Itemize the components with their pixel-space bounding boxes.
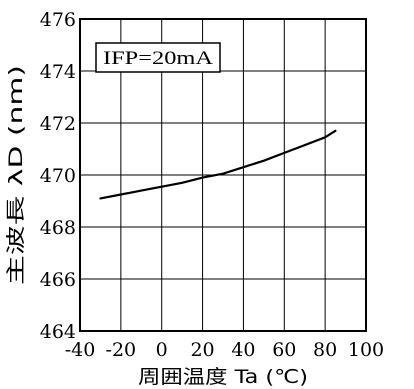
series-line — [99, 129, 337, 200]
annotation-frame — [95, 42, 221, 73]
series-group — [99, 129, 337, 200]
x-tick-label: 80 — [313, 339, 337, 361]
y-tick-label: 474 — [40, 61, 76, 83]
x-tick-label: 20 — [190, 339, 214, 361]
y-axis-title: 主波長 λD (nm) — [5, 65, 27, 285]
y-tick-label: 470 — [40, 165, 76, 187]
x-tick-label: -40 — [65, 339, 96, 361]
x-tick-label: 60 — [272, 339, 296, 361]
x-tick-label: 100 — [348, 339, 384, 361]
y-tick-label: 476 — [40, 9, 76, 31]
plot-frame — [79, 18, 367, 332]
y-tick-labels: 464 466 468 470 472 474 476 — [40, 9, 76, 343]
x-tick-labels: -40 -20 0 20 40 60 80 100 — [65, 339, 384, 361]
x-tick-label: 0 — [156, 339, 168, 361]
x-tick-label: -20 — [106, 339, 137, 361]
y-tick-label: 464 — [40, 321, 76, 343]
x-axis-title: 周囲温度 Ta (℃) — [138, 366, 308, 388]
y-tick-label: 466 — [40, 269, 76, 291]
x-tick-label: 40 — [231, 339, 255, 361]
annotation-label: IFP=20mA — [103, 48, 213, 69]
y-tick-label: 468 — [40, 217, 76, 239]
y-tick-label: 472 — [40, 113, 76, 135]
annotation-box: IFP=20mA — [95, 42, 221, 73]
